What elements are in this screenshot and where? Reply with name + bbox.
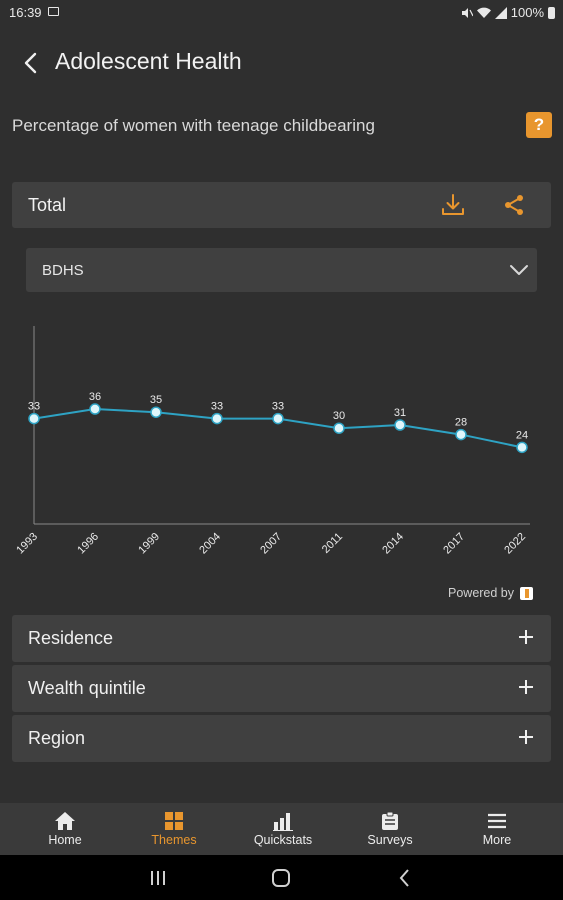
share-icon[interactable]	[502, 193, 526, 217]
chevron-down-icon	[510, 265, 528, 275]
help-button[interactable]: ?	[526, 112, 552, 138]
wifi-icon	[476, 7, 491, 18]
data-point[interactable]	[394, 419, 406, 431]
provider-logo	[520, 586, 534, 600]
mute-icon	[461, 7, 473, 18]
nav-quickstats[interactable]: Quickstats	[227, 803, 339, 855]
nav-label: More	[482, 833, 512, 847]
data-point[interactable]	[89, 403, 101, 415]
accordion-label: Wealth quintile	[28, 678, 146, 698]
battery-percent: 100%	[510, 5, 544, 20]
powered-by-label: Powered by	[448, 586, 515, 600]
total-label: Total	[28, 195, 67, 215]
data-point[interactable]	[28, 412, 40, 425]
grid-icon	[165, 812, 183, 830]
accordion-label: Residence	[28, 628, 114, 648]
nav-label: Themes	[151, 833, 197, 847]
x-tick-label: 1996	[75, 531, 101, 557]
nav-home[interactable]: Home	[9, 803, 121, 855]
data-label: 36	[89, 391, 101, 403]
trend-chart: 33 1993 36 1996 35 1999 33 2004 33 2007 30 2011 31 20…	[14, 326, 530, 557]
gallery-notification-icon	[48, 7, 59, 16]
data-label: 24	[516, 429, 528, 441]
signal-icon	[494, 6, 507, 19]
x-tick-label: 2007	[258, 531, 284, 557]
recent-apps-icon[interactable]	[147, 867, 169, 889]
bar-chart-icon	[273, 813, 293, 831]
home-button-icon[interactable]	[270, 867, 292, 889]
data-point[interactable]	[150, 406, 162, 418]
plus-icon	[519, 730, 533, 744]
download-icon[interactable]	[440, 192, 466, 218]
page-title: Adolescent Health	[55, 48, 242, 74]
accordion-region[interactable]: Region	[12, 715, 551, 762]
x-tick-label: 2004	[197, 531, 223, 557]
x-tick-label: 2014	[380, 531, 406, 557]
data-label: 33	[28, 401, 40, 413]
nav-themes[interactable]: Themes	[118, 803, 230, 855]
data-label: 35	[150, 394, 162, 406]
data-label: 33	[211, 401, 223, 413]
clipboard-icon	[382, 811, 398, 830]
data-point[interactable]	[516, 441, 528, 454]
nav-surveys[interactable]: Surveys	[334, 803, 446, 855]
nav-label: Home	[48, 833, 82, 847]
x-tick-label: 2017	[441, 531, 467, 557]
survey-dropdown[interactable]: BDHS	[26, 248, 537, 292]
nav-label: Quickstats	[253, 833, 313, 847]
status-time: 16:39	[9, 5, 42, 20]
accordion-residence[interactable]: Residence	[12, 615, 551, 662]
back-button[interactable]	[18, 50, 42, 76]
menu-icon	[488, 813, 506, 829]
x-tick-label: 2022	[502, 531, 528, 557]
status-icons: 100%	[461, 5, 555, 20]
nav-label: Surveys	[367, 833, 413, 847]
chevron-left-icon	[24, 52, 37, 74]
data-point[interactable]	[455, 428, 467, 441]
data-point[interactable]	[333, 422, 345, 434]
battery-icon	[548, 6, 555, 19]
data-point[interactable]	[272, 412, 284, 425]
plus-icon	[519, 680, 533, 694]
data-label: 28	[455, 417, 467, 429]
back-nav-icon[interactable]	[394, 867, 416, 889]
home-icon	[55, 812, 75, 830]
data-label: 30	[333, 410, 345, 422]
x-tick-label: 1993	[14, 531, 40, 557]
nav-more[interactable]: More	[441, 803, 553, 855]
bottom-nav: Home Themes Quickstats Surveys More	[0, 803, 563, 855]
status-bar: 16:39 100%	[0, 0, 563, 26]
data-point[interactable]	[211, 412, 223, 425]
data-label: 31	[394, 407, 406, 419]
accordion-label: Region	[28, 728, 86, 748]
plus-icon	[519, 630, 533, 644]
x-tick-label: 2011	[320, 531, 345, 556]
powered-by: Powered by	[448, 586, 534, 600]
indicator-title: Percentage of women with teenage childbe…	[12, 116, 375, 135]
data-label: 33	[272, 401, 284, 413]
accordion-wealth-quintile[interactable]: Wealth quintile	[12, 665, 551, 712]
x-tick-label: 1999	[136, 531, 162, 557]
survey-dropdown-value: BDHS	[42, 262, 84, 279]
system-navigation-bar	[0, 855, 563, 900]
total-header: Total	[12, 182, 551, 228]
